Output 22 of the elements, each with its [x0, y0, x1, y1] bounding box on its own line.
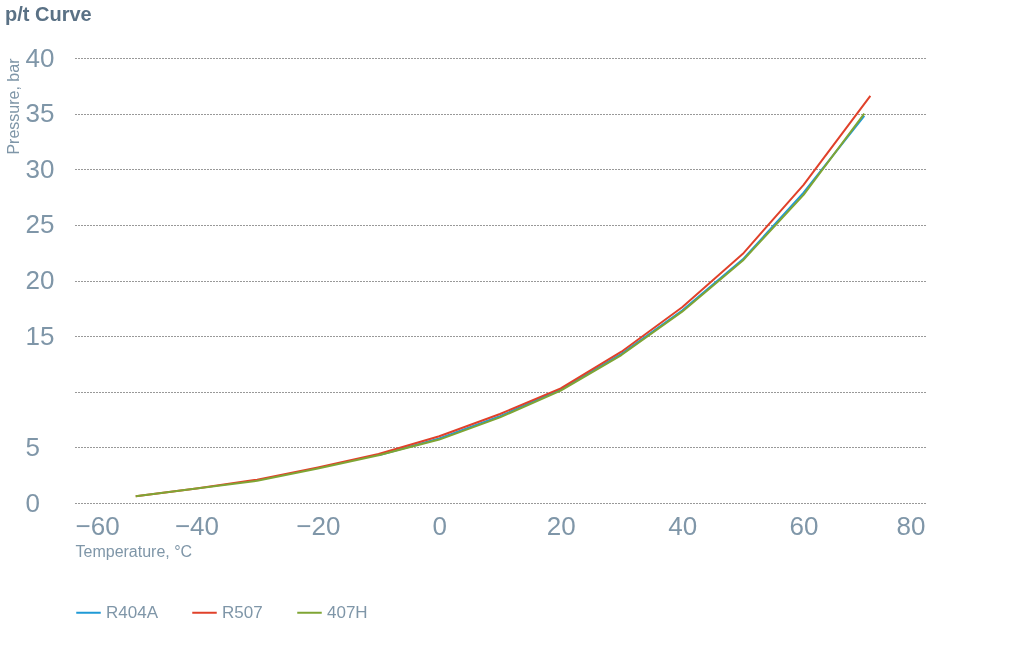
- y-tick-label: 15: [25, 320, 55, 351]
- y-tick-label: 40: [25, 42, 55, 73]
- x-tick-label: 20: [546, 510, 576, 541]
- chart-title: p/t Curve: [5, 3, 92, 25]
- x-tick-label: 0: [432, 510, 448, 541]
- y-tick-label: 25: [25, 209, 55, 240]
- y-tick-label: 5: [25, 431, 40, 462]
- y-axis-title: Pressure, bar: [4, 57, 22, 155]
- x-tick-label: −20: [296, 510, 341, 541]
- y-tick-label: 30: [25, 153, 55, 184]
- legend-label: R404A: [106, 602, 159, 622]
- x-tick-label: 40: [668, 510, 698, 541]
- y-tick-label: 35: [25, 98, 55, 129]
- y-tick-label: 20: [25, 265, 55, 295]
- legend-label: R507: [222, 602, 263, 622]
- x-tick-label: 60: [789, 510, 819, 541]
- x-tick-label: 80: [896, 510, 926, 541]
- y-tick-label: 0: [25, 487, 40, 518]
- legend-label: 407H: [327, 602, 368, 622]
- x-axis-title: Temperature, °C: [75, 542, 193, 560]
- x-tick-label: −60: [75, 510, 120, 541]
- x-tick-label: −40: [174, 510, 219, 541]
